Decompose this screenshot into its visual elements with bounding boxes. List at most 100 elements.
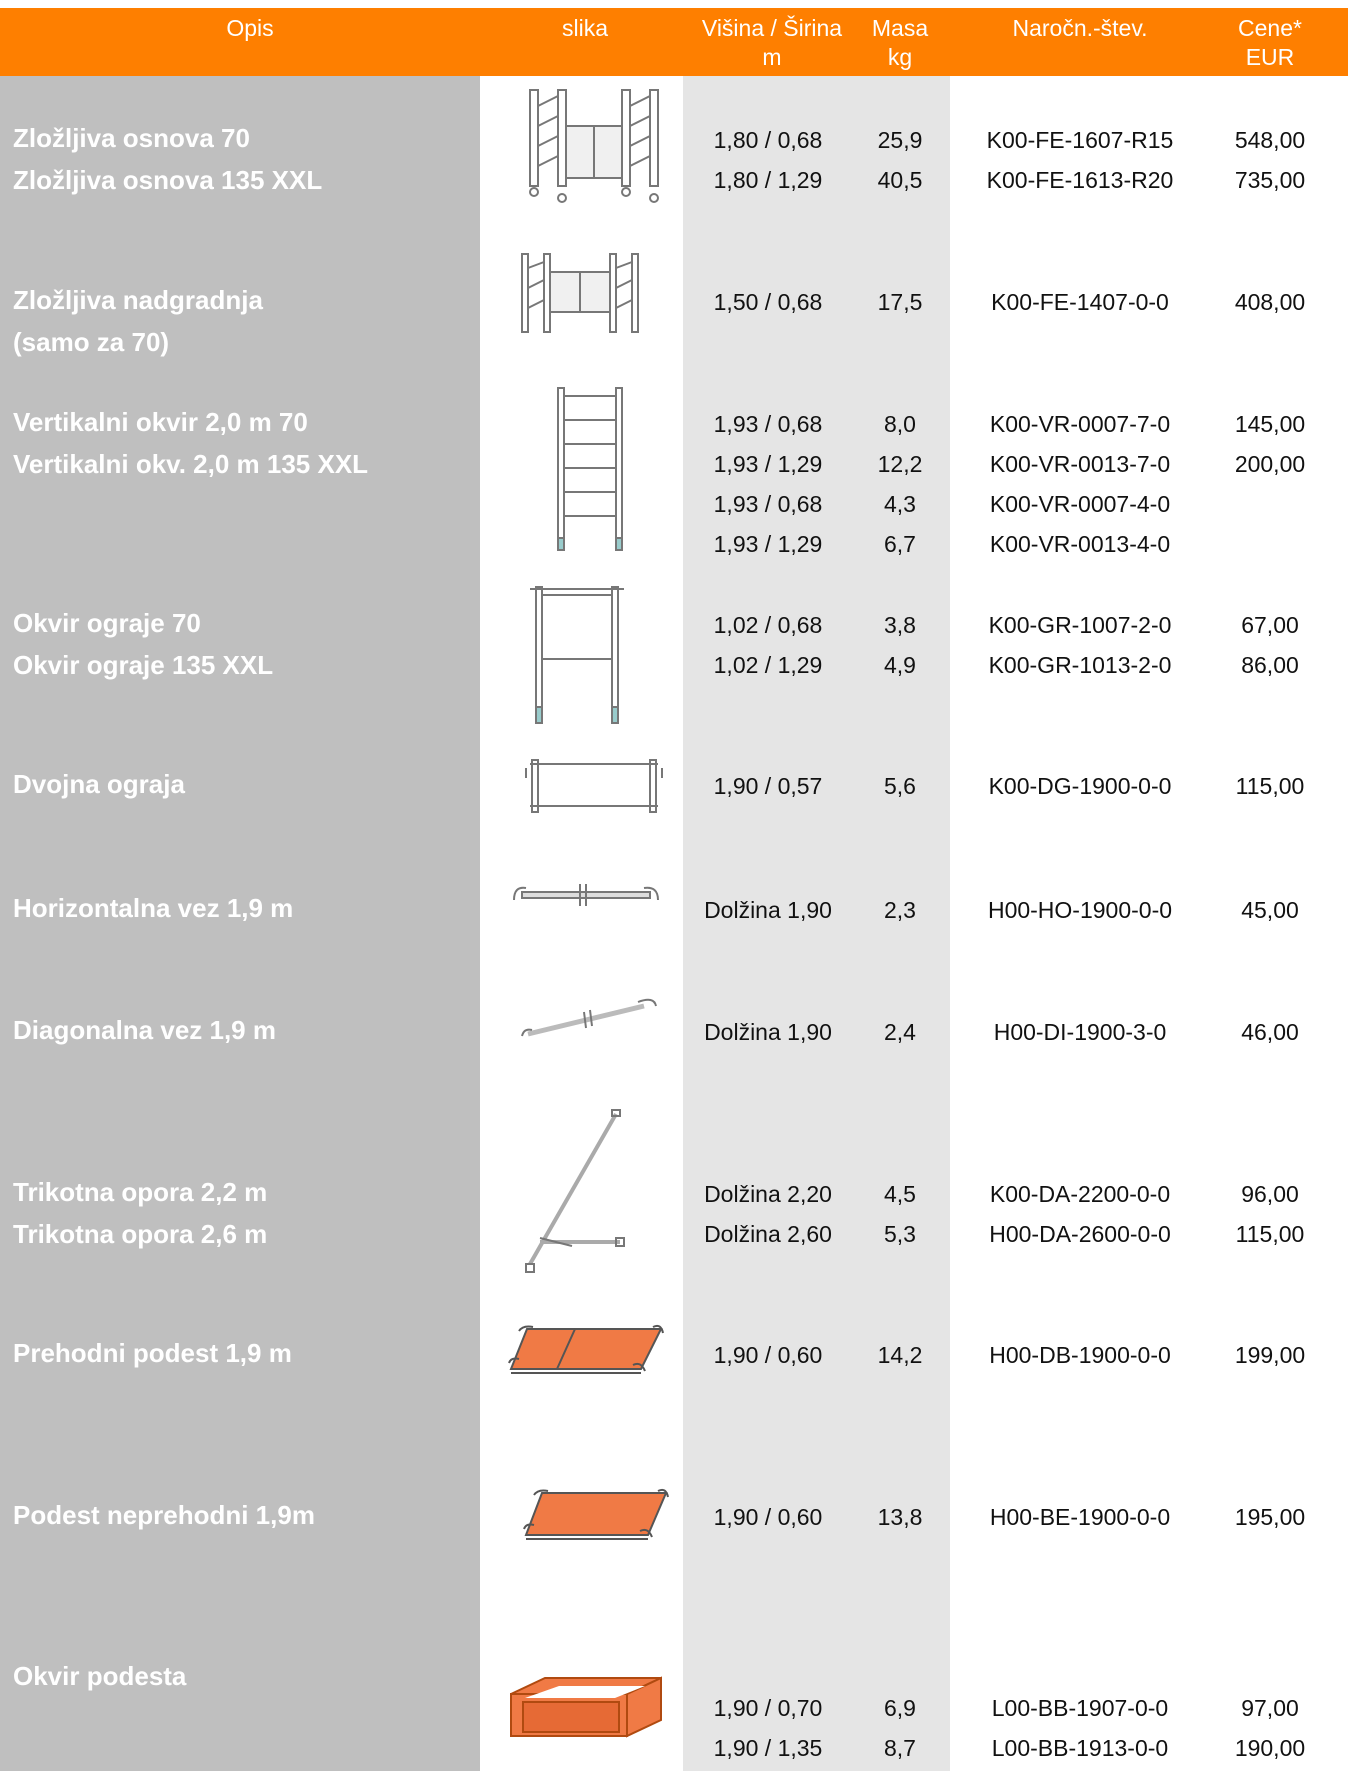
row-price: 67,00 (1241, 612, 1299, 638)
row-price: 548,00 (1234, 127, 1306, 153)
row-dimensions: 1,93 / 0,68 (713, 411, 823, 437)
header-mass-unit: kg (887, 44, 913, 70)
row-mass: 4,9 (884, 652, 916, 678)
platform-icon (520, 1487, 670, 1547)
row-price: 97,00 (1241, 1695, 1299, 1721)
table-row: Zložljiva nadgradnja (samo za 70) 1,50 /… (0, 253, 1348, 360)
row-description: Okvir ograje 135 XXL (13, 650, 274, 680)
row-mass: 6,7 (884, 531, 916, 557)
table-row: Trikotna opora 2,2 m Trikotna opora 2,6 … (0, 1109, 1348, 1273)
row-dimensions: 1,90 / 0,70 (713, 1695, 823, 1721)
row-description: Diagonalna vez 1,9 m (13, 1015, 276, 1045)
row-description: Dvojna ograja (13, 769, 185, 799)
row-order-number: K00-FE-1607-R15 (986, 127, 1174, 153)
row-price: 190,00 (1234, 1735, 1306, 1761)
row-mass: 3,8 (884, 612, 916, 638)
row-price: 46,00 (1241, 1019, 1299, 1045)
row-mass: 5,3 (884, 1221, 916, 1247)
row-price: 115,00 (1235, 1221, 1305, 1247)
row-order-number: K00-VR-0007-4-0 (989, 491, 1171, 517)
row-dimensions: 1,80 / 0,68 (713, 127, 823, 153)
row-dimensions: Dolžina 2,60 (704, 1221, 832, 1247)
row-order-number: K00-VR-0013-7-0 (989, 451, 1171, 477)
folding-extension-frame-icon (500, 250, 650, 340)
row-price: 735,00 (1234, 167, 1306, 193)
row-mass: 4,5 (884, 1181, 916, 1207)
row-order-number: K00-FE-1613-R20 (986, 167, 1174, 193)
header-price-label: Cene* (1238, 15, 1302, 41)
row-price: 408,00 (1234, 289, 1306, 315)
row-dimensions: 1,93 / 0,68 (713, 491, 823, 517)
row-order-number: H00-DB-1900-0-0 (989, 1342, 1171, 1368)
dimensions-column-band (683, 8, 950, 1771)
row-description: Prehodni podest 1,9 m (13, 1338, 292, 1368)
row-mass: 8,7 (884, 1735, 916, 1761)
table-row: Podest neprehodni 1,9m 1,90 / 0,60 13,8 … (0, 1488, 1348, 1545)
row-dimensions: 1,93 / 1,29 (713, 531, 823, 557)
header-dimensions-unit: m (762, 44, 782, 70)
row-mass: 14,2 (877, 1342, 923, 1368)
platform-frame-icon (505, 1676, 665, 1746)
row-order-number: K00-DA-2200-0-0 (989, 1181, 1171, 1207)
row-description: Okvir podesta (13, 1661, 187, 1691)
row-order-number: H00-DA-2600-0-0 (989, 1221, 1171, 1247)
row-price: 195,00 (1234, 1504, 1306, 1530)
trapdoor-platform-icon (505, 1323, 665, 1383)
row-mass: 17,5 (877, 289, 923, 315)
row-dimensions: 1,90 / 1,35 (713, 1735, 823, 1761)
row-mass: 40,5 (877, 167, 923, 193)
vertical-frame-icon (550, 384, 630, 554)
header-order-number: Naročn.-štev. (1012, 15, 1148, 41)
table-row: Zložljiva osnova 70 Zložljiva osnova 135… (0, 89, 1348, 228)
row-description: Trikotna opora 2,2 m (13, 1177, 268, 1207)
row-order-number: K00-VR-0007-7-0 (989, 411, 1171, 437)
row-order-number: H00-DI-1900-3-0 (993, 1019, 1167, 1045)
table-row: Okvir podesta 1,90 / 0,70 1,90 / 1,35 6,… (0, 1656, 1348, 1761)
header-mass: Masa kg (860, 14, 940, 72)
row-mass: 6,9 (884, 1695, 916, 1721)
folding-base-frame-icon (500, 86, 670, 206)
row-description: Vertikalni okv. 2,0 m 135 XXL (13, 449, 369, 479)
table-row: Diagonalna vez 1,9 m Dolžina 1,90 2,4 H0… (0, 998, 1348, 1060)
row-order-number: L00-BB-1913-0-0 (991, 1735, 1169, 1761)
header-price-unit: EUR (1245, 44, 1295, 70)
row-mass: 2,4 (884, 1019, 916, 1045)
guardrail-frame-icon (528, 583, 628, 733)
diagonal-brace-icon (520, 992, 660, 1042)
row-price: 199,00 (1234, 1342, 1306, 1368)
row-description: (samo za 70) (13, 327, 170, 357)
row-price: 115,00 (1235, 773, 1305, 799)
header-opis: Opis (226, 15, 274, 41)
row-dimensions: 1,02 / 1,29 (713, 652, 823, 678)
row-price: 96,00 (1241, 1181, 1299, 1207)
row-dimensions: 1,50 / 0,68 (713, 289, 823, 315)
triangle-stabilizer-icon (520, 1108, 630, 1278)
row-order-number: K00-VR-0013-4-0 (989, 531, 1171, 557)
row-mass: 13,8 (877, 1504, 923, 1530)
row-order-number: L00-BB-1907-0-0 (991, 1695, 1169, 1721)
row-dimensions: 1,80 / 1,29 (713, 167, 823, 193)
row-description: Okvir ograje 70 (13, 608, 201, 638)
row-order-number: H00-BE-1900-0-0 (989, 1504, 1171, 1530)
table-row: Vertikalni okvir 2,0 m 70 Vertikalni okv… (0, 387, 1348, 572)
row-mass: 8,0 (884, 411, 916, 437)
horizontal-brace-icon (510, 882, 660, 912)
row-order-number: K00-GR-1007-2-0 (988, 612, 1172, 638)
row-order-number: H00-HO-1900-0-0 (987, 897, 1173, 923)
row-order-number: K00-GR-1013-2-0 (988, 652, 1172, 678)
header-dimensions-label: Višina / Širina (701, 15, 843, 41)
row-description: Zložljiva nadgradnja (13, 285, 263, 315)
row-dimensions: Dolžina 2,20 (704, 1181, 832, 1207)
row-dimensions: 1,90 / 0,57 (713, 773, 823, 799)
row-description: Trikotna opora 2,6 m (13, 1219, 268, 1249)
row-price: 200,00 (1234, 451, 1306, 477)
row-description: Podest neprehodni 1,9m (13, 1500, 315, 1530)
row-price: 145,00 (1234, 411, 1306, 437)
row-description: Horizontalna vez 1,9 m (13, 893, 294, 923)
table-row: Prehodni podest 1,9 m 1,90 / 0,60 14,2 H… (0, 1324, 1348, 1383)
row-dimensions: 1,93 / 1,29 (713, 451, 823, 477)
header-price: Cene* EUR (1210, 14, 1330, 72)
row-dimensions: 1,02 / 0,68 (713, 612, 823, 638)
description-column-band (0, 8, 480, 1771)
